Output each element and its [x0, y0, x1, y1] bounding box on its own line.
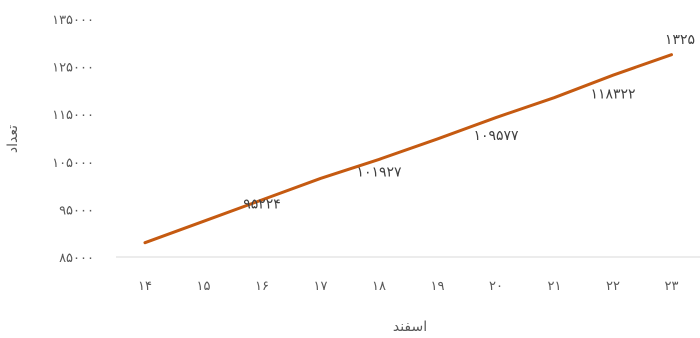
x-tick-label: ۲۳ — [665, 279, 679, 294]
x-tick-label: ۲۱ — [548, 279, 562, 294]
data-label: ۹۵۲۲۴ — [243, 196, 281, 212]
x-tick-label: ۲۲ — [606, 279, 620, 294]
x-tick-label: ۱۸ — [372, 279, 386, 294]
data-label: ۱۰۱۹۲۷ — [356, 164, 402, 180]
x-tick-label: ۱۷ — [314, 279, 328, 294]
y-tick-label: ۱۱۵۰۰۰ — [52, 108, 94, 123]
data-labels: ۹۵۲۲۴ ۱۰۱۹۲۷ ۱۰۹۵۷۷ ۱۱۸۳۲۲ ۱۳۲۵ — [243, 32, 695, 212]
data-label: ۱۱۸۳۲۲ — [590, 86, 635, 102]
y-tick-label: ۱۰۵۰۰۰ — [52, 156, 94, 171]
y-tick-label: ۱۲۵۰۰۰ — [52, 61, 94, 76]
y-tick-label: ۸۵۰۰۰ — [59, 251, 94, 266]
x-tick-label: ۱۵ — [197, 279, 211, 294]
y-tick-label: ۱۳۵۰۰۰ — [52, 13, 94, 28]
x-tick-label: ۱۶ — [255, 279, 269, 294]
y-axis-ticks: ۸۵۰۰۰ ۹۵۰۰۰ ۱۰۵۰۰۰ ۱۱۵۰۰۰ ۱۲۵۰۰۰ ۱۳۵۰۰۰ — [52, 13, 94, 266]
x-axis-ticks: ۱۴ ۱۵ ۱۶ ۱۷ ۱۸ ۱۹ ۲۰ ۲۱ ۲۲ ۲۳ — [138, 279, 678, 294]
x-tick-label: ۱۴ — [138, 279, 152, 294]
series-line — [143, 53, 673, 245]
y-tick-label: ۹۵۰۰۰ — [59, 203, 94, 218]
x-axis-title: اسفند — [393, 319, 427, 335]
x-tick-label: ۲۰ — [489, 279, 503, 294]
x-tick-label: ۱۹ — [431, 279, 445, 294]
data-label: ۱۳۲۵ — [665, 32, 695, 48]
data-label: ۱۰۹۵۷۷ — [473, 128, 519, 144]
y-axis-title: تعداد — [5, 125, 21, 153]
